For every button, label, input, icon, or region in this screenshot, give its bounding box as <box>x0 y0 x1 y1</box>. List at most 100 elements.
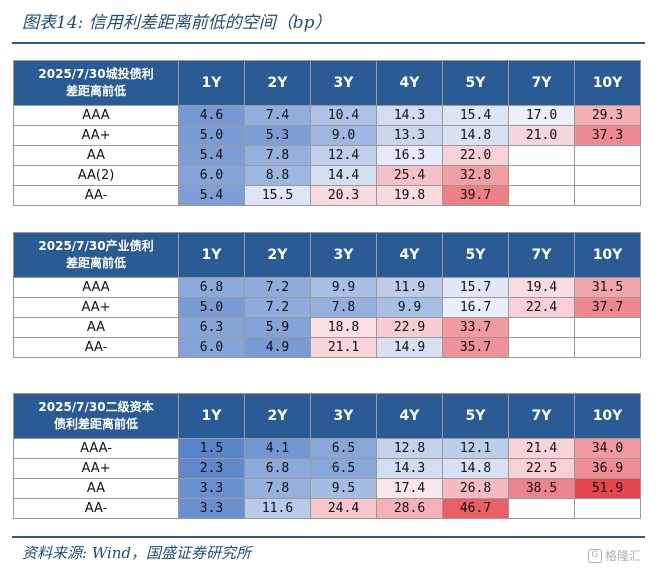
rating-label: AA <box>13 478 179 499</box>
watermark-text: 格隆汇 <box>604 549 641 563</box>
table-row: AA- 6.0 4.9 21.1 14.9 35.7 <box>13 337 641 358</box>
tenor-header: 4Y <box>376 393 443 439</box>
spread-value-cell: 11.6 <box>244 498 311 519</box>
spread-value-cell: 21.4 <box>508 438 575 459</box>
spread-value-cell: 10.4 <box>310 105 377 126</box>
rating-label: AA <box>13 145 179 166</box>
tenor-header: 1Y <box>178 232 245 278</box>
spread-value-cell: 9.9 <box>310 277 377 298</box>
spread-value-cell: 26.8 <box>442 478 509 499</box>
spread-value-cell: 38.5 <box>508 478 575 499</box>
spread-value-cell: 24.4 <box>310 498 377 519</box>
spread-value-cell: 5.9 <box>244 317 311 338</box>
spread-value-cell: 14.4 <box>310 165 377 186</box>
empty-cell <box>574 337 641 358</box>
tenor-header: 7Y <box>508 60 575 106</box>
spread-value-cell: 3.3 <box>178 478 245 499</box>
spread-value-cell: 22.4 <box>508 297 575 318</box>
spread-value-cell: 12.8 <box>376 438 443 459</box>
spread-value-cell: 37.3 <box>574 125 641 146</box>
spread-value-cell: 4.9 <box>244 337 311 358</box>
empty-cell <box>574 498 641 519</box>
spread-value-cell: 5.0 <box>178 297 245 318</box>
spread-value-cell: 16.7 <box>442 297 509 318</box>
spread-value-cell: 7.8 <box>244 145 311 166</box>
empty-cell <box>508 498 575 519</box>
tenor-header: 1Y <box>178 393 245 439</box>
spread-value-cell: 2.3 <box>178 458 245 479</box>
rating-label: AAA <box>13 105 179 126</box>
empty-cell <box>574 145 641 166</box>
spread-value-cell: 31.5 <box>574 277 641 298</box>
rating-label: AAA <box>13 277 179 298</box>
spread-table-chanye: 2025/7/30产业债利 差距离前低 1Y 2Y 3Y 4Y 5Y 7Y 10Y AAA 6.8 7… <box>13 232 641 358</box>
spread-value-cell: 1.5 <box>178 438 245 459</box>
spread-value-cell: 16.3 <box>376 145 443 166</box>
tenor-header: 4Y <box>376 232 443 278</box>
rating-label: AA+ <box>13 458 179 479</box>
spread-value-cell: 6.5 <box>310 458 377 479</box>
table-row: AA 5.4 7.8 12.4 16.3 22.0 <box>13 145 641 166</box>
title-divider <box>12 42 645 44</box>
spread-value-cell: 22.9 <box>376 317 443 338</box>
spread-value-cell: 51.9 <box>574 478 641 499</box>
table-header-row: 2025/7/30产业债利 差距离前低 1Y 2Y 3Y 4Y 5Y 7Y 10Y <box>13 232 641 278</box>
spread-value-cell: 6.3 <box>178 317 245 338</box>
spread-value-cell: 14.3 <box>376 105 443 126</box>
figure-title: 图表14: 信用利差距离前低的空间（bp） <box>22 13 332 33</box>
spread-value-cell: 7.2 <box>244 297 311 318</box>
table-corner-header: 2025/7/30产业债利 差距离前低 <box>13 232 179 278</box>
watermark: G 格隆汇 <box>587 547 641 564</box>
empty-cell <box>574 165 641 186</box>
table-row: AA+ 5.0 7.2 7.8 9.9 16.7 22.4 37.7 <box>13 297 641 318</box>
table-row: AA(2) 6.0 8.8 14.4 25.4 32.8 <box>13 165 641 186</box>
spread-value-cell: 5.3 <box>244 125 311 146</box>
spread-value-cell: 7.4 <box>244 105 311 126</box>
table-header-row: 2025/7/30城投债利 差距离前低 1Y 2Y 3Y 4Y 5Y 7Y 10Y <box>13 60 641 106</box>
tenor-header: 10Y <box>574 393 641 439</box>
spread-value-cell: 22.0 <box>442 145 509 166</box>
spread-value-cell: 36.9 <box>574 458 641 479</box>
table-row: AA+ 5.0 5.3 9.0 13.3 14.8 21.0 37.3 <box>13 125 641 146</box>
spread-value-cell: 15.4 <box>442 105 509 126</box>
empty-cell <box>508 185 575 206</box>
spread-value-cell: 9.5 <box>310 478 377 499</box>
spread-value-cell: 19.8 <box>376 185 443 206</box>
spread-value-cell: 39.7 <box>442 185 509 206</box>
spread-value-cell: 4.1 <box>244 438 311 459</box>
empty-cell <box>508 317 575 338</box>
spread-value-cell: 17.0 <box>508 105 575 126</box>
empty-cell <box>574 317 641 338</box>
spread-value-cell: 7.8 <box>310 297 377 318</box>
rating-label: AA+ <box>13 125 179 146</box>
tenor-header: 5Y <box>442 60 509 106</box>
corner-header-line1: 2025/7/30产业债利 <box>38 239 154 253</box>
tenor-header: 3Y <box>310 393 377 439</box>
spread-value-cell: 5.4 <box>178 185 245 206</box>
watermark-logo-icon: G <box>587 548 602 563</box>
spread-value-cell: 4.6 <box>178 105 245 126</box>
corner-header-line1: 2025/7/30城投债利 <box>38 67 154 81</box>
spread-value-cell: 6.0 <box>178 165 245 186</box>
spread-value-cell: 37.7 <box>574 297 641 318</box>
spread-value-cell: 14.9 <box>376 337 443 358</box>
spread-value-cell: 11.9 <box>376 277 443 298</box>
empty-cell <box>508 337 575 358</box>
rating-label: AA- <box>13 185 179 206</box>
spread-value-cell: 46.7 <box>442 498 509 519</box>
spread-value-cell: 7.8 <box>244 478 311 499</box>
spread-value-cell: 33.7 <box>442 317 509 338</box>
spread-value-cell: 14.3 <box>376 458 443 479</box>
rating-label: AA(2) <box>13 165 179 186</box>
tenor-header: 10Y <box>574 60 641 106</box>
corner-header-line2: 债利差距离前低 <box>53 417 138 431</box>
tenor-header: 7Y <box>508 393 575 439</box>
spread-value-cell: 15.7 <box>442 277 509 298</box>
tenor-header: 2Y <box>244 60 311 106</box>
tenor-header: 2Y <box>244 232 311 278</box>
spread-value-cell: 12.4 <box>310 145 377 166</box>
tenor-header: 2Y <box>244 393 311 439</box>
table-row: AA- 3.3 11.6 24.4 28.6 46.7 <box>13 498 641 519</box>
tenor-header: 10Y <box>574 232 641 278</box>
spread-value-cell: 6.8 <box>178 277 245 298</box>
